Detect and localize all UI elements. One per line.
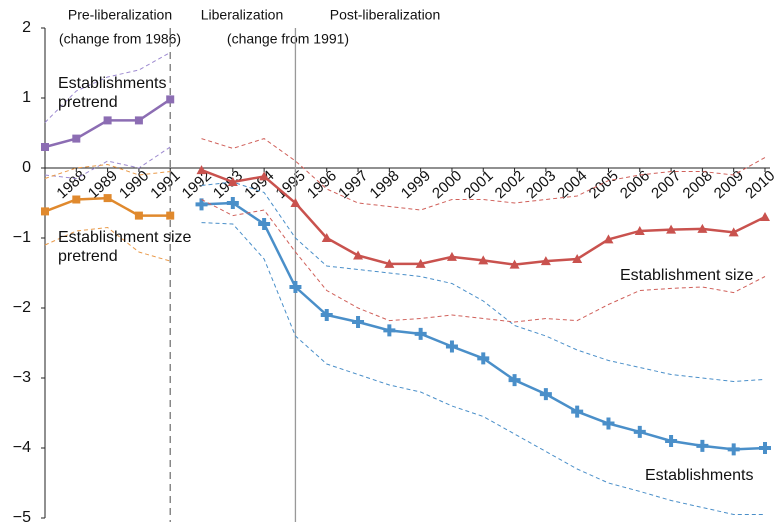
- y-tick-label: 1: [22, 89, 31, 106]
- marker: [509, 259, 520, 269]
- marker: [603, 234, 614, 244]
- x-tick-label: 2007: [648, 167, 684, 202]
- marker: [321, 233, 332, 242]
- marker: [446, 251, 457, 261]
- marker: [445, 340, 458, 353]
- x-tick-label: 2010: [742, 167, 777, 202]
- confidence-bound: [201, 181, 766, 383]
- annotation: (change from 1991): [227, 31, 349, 47]
- x-tick-label: 2000: [429, 167, 465, 202]
- series-label: Establishment size: [620, 267, 754, 284]
- marker: [415, 258, 426, 268]
- marker: [696, 439, 709, 452]
- marker: [414, 327, 427, 340]
- x-tick-label: 1989: [85, 167, 121, 202]
- marker: [320, 309, 333, 321]
- marker: [166, 211, 175, 220]
- confidence-bound: [201, 138, 766, 211]
- y-tick-label: −1: [13, 229, 31, 246]
- y-tick-label: 0: [22, 159, 31, 176]
- marker: [508, 374, 521, 387]
- y-tick-label: −3: [13, 369, 31, 386]
- series-line: [201, 201, 766, 451]
- confidence-bound: [201, 222, 765, 515]
- x-tick-label: 2005: [586, 167, 622, 202]
- marker: [290, 198, 301, 207]
- marker: [289, 281, 302, 293]
- series-label: Establishments pretrend: [58, 75, 167, 111]
- marker: [258, 218, 271, 230]
- marker: [665, 435, 678, 447]
- annotation: Pre-liberalization: [68, 7, 172, 23]
- confidence-bound: [44, 163, 171, 179]
- x-tick-label: 1995: [273, 167, 309, 202]
- marker: [72, 134, 81, 143]
- marker: [759, 442, 771, 454]
- marker: [103, 194, 112, 203]
- x-tick-label: 1999: [398, 167, 434, 202]
- marker: [634, 226, 645, 235]
- marker: [571, 405, 584, 418]
- marker: [477, 352, 490, 365]
- x-tick-label: 2002: [492, 167, 528, 202]
- marker: [540, 256, 551, 266]
- series-label: Establishments: [645, 467, 754, 484]
- x-tick-label: 1993: [210, 167, 246, 202]
- x-tick-label: 1996: [304, 167, 340, 202]
- series-label: Establishment size pretrend: [58, 229, 192, 265]
- marker: [728, 227, 739, 237]
- marker: [166, 95, 175, 104]
- x-tick-label: 1988: [53, 167, 89, 202]
- y-tick-label: 2: [22, 19, 31, 36]
- marker: [227, 177, 238, 186]
- marker: [478, 255, 489, 265]
- annotation: (change from 1986): [59, 31, 181, 47]
- y-tick-label: −4: [13, 439, 31, 456]
- confidence-bound: [44, 52, 171, 123]
- x-tick-label: 2009: [711, 167, 747, 202]
- marker: [602, 417, 615, 430]
- marker: [353, 250, 364, 260]
- x-tick-label: 1998: [367, 167, 403, 202]
- marker: [195, 198, 208, 211]
- marker: [697, 223, 708, 233]
- x-tick-label: 1991: [147, 167, 183, 202]
- marker: [134, 116, 143, 125]
- marker: [72, 195, 81, 204]
- marker: [41, 207, 49, 216]
- marker: [383, 324, 396, 337]
- x-tick-label: 2006: [617, 167, 653, 202]
- annotation: Liberalization: [201, 7, 284, 23]
- marker: [352, 316, 365, 328]
- marker: [760, 212, 770, 221]
- marker: [384, 258, 395, 268]
- marker: [727, 443, 740, 456]
- marker: [633, 425, 646, 438]
- x-tick-label: 2001: [460, 167, 496, 202]
- x-tick-label: 1994: [241, 167, 277, 202]
- marker: [103, 116, 112, 125]
- marker: [539, 388, 552, 401]
- marker: [134, 211, 143, 220]
- marker: [196, 165, 207, 175]
- x-tick-label: 2003: [523, 167, 559, 202]
- marker: [41, 143, 49, 151]
- annotation: Post-liberalization: [330, 7, 441, 23]
- marker: [259, 171, 270, 181]
- y-tick-label: −2: [13, 299, 31, 316]
- x-tick-label: 2004: [554, 167, 590, 202]
- y-tick-label: −5: [13, 509, 31, 526]
- confidence-bound: [44, 226, 171, 262]
- marker: [572, 254, 583, 263]
- marker: [666, 224, 677, 234]
- confidence-bound: [201, 199, 766, 323]
- confidence-bound: [44, 146, 171, 180]
- marker: [226, 197, 239, 209]
- x-tick-label: 1990: [116, 167, 152, 202]
- x-tick-label: 1997: [335, 167, 371, 202]
